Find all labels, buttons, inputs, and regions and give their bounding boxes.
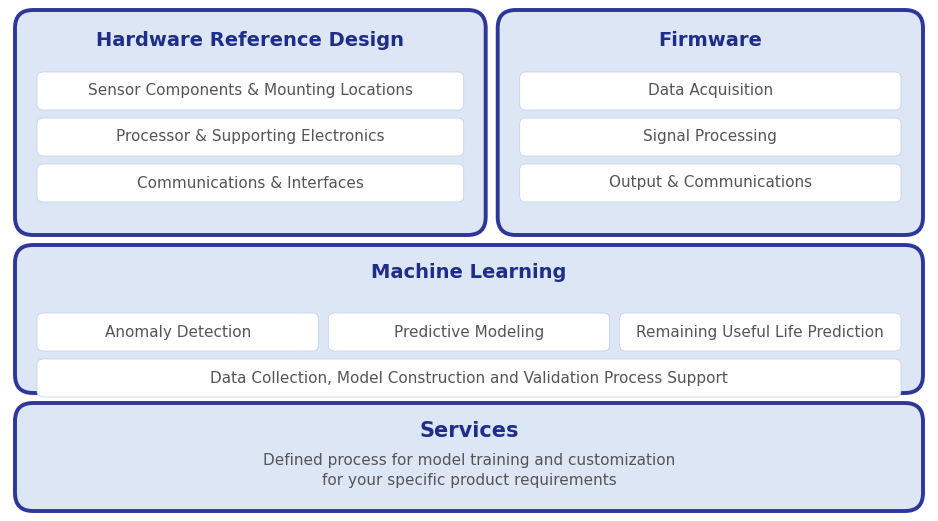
FancyBboxPatch shape [37,313,318,351]
Text: Output & Communications: Output & Communications [609,176,812,191]
Text: Firmware: Firmware [658,31,763,49]
Text: Machine Learning: Machine Learning [371,264,567,282]
FancyBboxPatch shape [328,313,610,351]
FancyBboxPatch shape [37,359,901,397]
FancyBboxPatch shape [37,72,463,110]
Text: Communications & Interfaces: Communications & Interfaces [137,176,364,191]
Text: Hardware Reference Design: Hardware Reference Design [97,31,404,49]
Text: Data Acquisition: Data Acquisition [648,83,773,98]
Text: Data Collection, Model Construction and Validation Process Support: Data Collection, Model Construction and … [210,370,728,386]
FancyBboxPatch shape [520,118,901,156]
FancyBboxPatch shape [520,164,901,202]
Text: Defined process for model training and customization: Defined process for model training and c… [263,453,675,468]
FancyBboxPatch shape [15,403,923,511]
FancyBboxPatch shape [620,313,901,351]
Text: Remaining Useful Life Prediction: Remaining Useful Life Prediction [637,325,885,340]
Text: Processor & Supporting Electronics: Processor & Supporting Electronics [116,130,385,144]
FancyBboxPatch shape [37,164,463,202]
Text: for your specific product requirements: for your specific product requirements [322,474,616,489]
FancyBboxPatch shape [15,10,486,235]
Text: Anomaly Detection: Anomaly Detection [104,325,250,340]
Text: Predictive Modeling: Predictive Modeling [394,325,544,340]
FancyBboxPatch shape [37,118,463,156]
FancyBboxPatch shape [520,72,901,110]
FancyBboxPatch shape [498,10,923,235]
Text: Services: Services [419,421,519,441]
Text: Sensor Components & Mounting Locations: Sensor Components & Mounting Locations [88,83,413,98]
Text: Signal Processing: Signal Processing [643,130,778,144]
FancyBboxPatch shape [15,245,923,393]
